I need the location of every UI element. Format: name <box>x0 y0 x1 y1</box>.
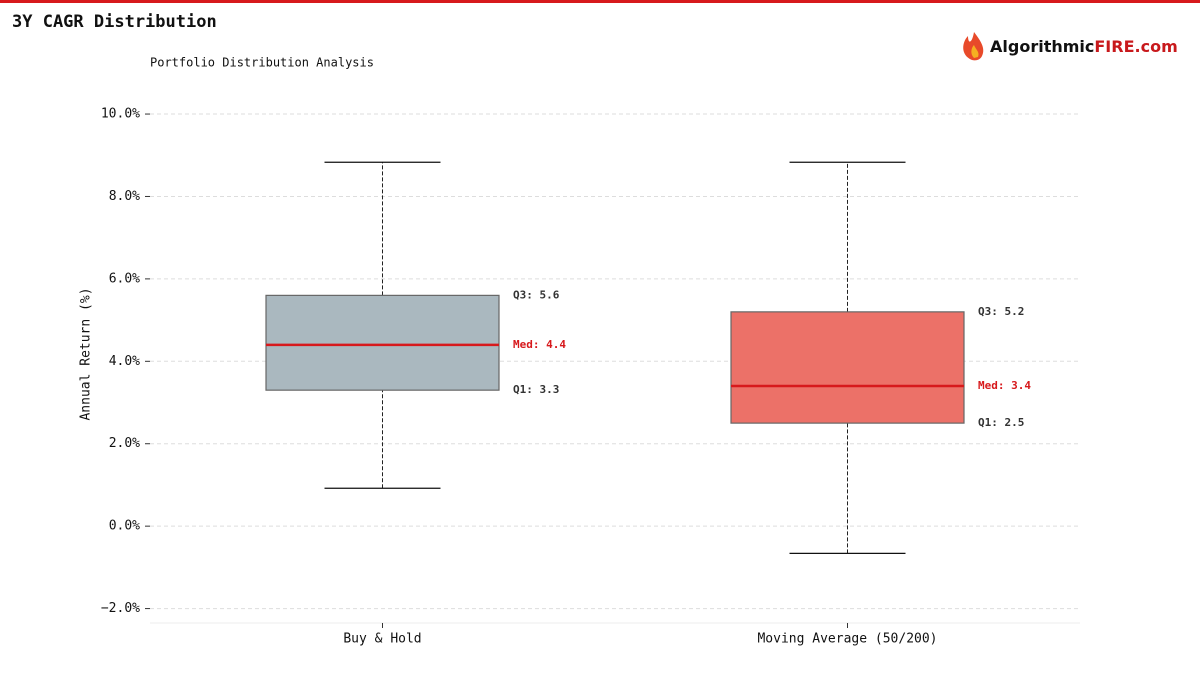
q1-label: Q1: 2.5 <box>978 416 1024 429</box>
y-tick-label: 2.0% <box>109 436 140 451</box>
median-label: Med: 4.4 <box>513 338 566 351</box>
logo-text: AlgorithmicFIRE.com <box>990 37 1178 56</box>
y-tick-label: 6.0% <box>109 271 140 286</box>
box <box>730 311 965 424</box>
q1-label: Q1: 3.3 <box>513 383 559 396</box>
y-tick-label: −2.0% <box>101 601 140 616</box>
y-tick-label: 0.0% <box>109 519 140 534</box>
y-tick-label: 4.0% <box>109 354 140 369</box>
chart-subtitle: Portfolio Distribution Analysis <box>150 56 374 70</box>
y-axis-label: Annual Return (%) <box>79 287 94 420</box>
logo-flame-inner <box>971 45 979 58</box>
x-tick-label: Moving Average (50/200) <box>757 632 937 647</box>
chart-title: 3Y CAGR Distribution <box>12 12 217 32</box>
median-label: Med: 3.4 <box>978 379 1031 392</box>
logo-name: Algorithmic <box>990 37 1094 56</box>
x-tick-label: Buy & Hold <box>343 632 421 647</box>
box <box>265 294 500 391</box>
logo: AlgorithmicFIRE.com <box>963 32 1178 61</box>
q3-label: Q3: 5.6 <box>513 288 560 301</box>
y-tick-label: 8.0% <box>109 189 140 204</box>
top-bar <box>0 0 1200 3</box>
logo-highlight: FIRE.com <box>1094 37 1177 56</box>
q3-label: Q3: 5.2 <box>978 305 1024 318</box>
y-tick-label: 10.0% <box>101 107 140 122</box>
